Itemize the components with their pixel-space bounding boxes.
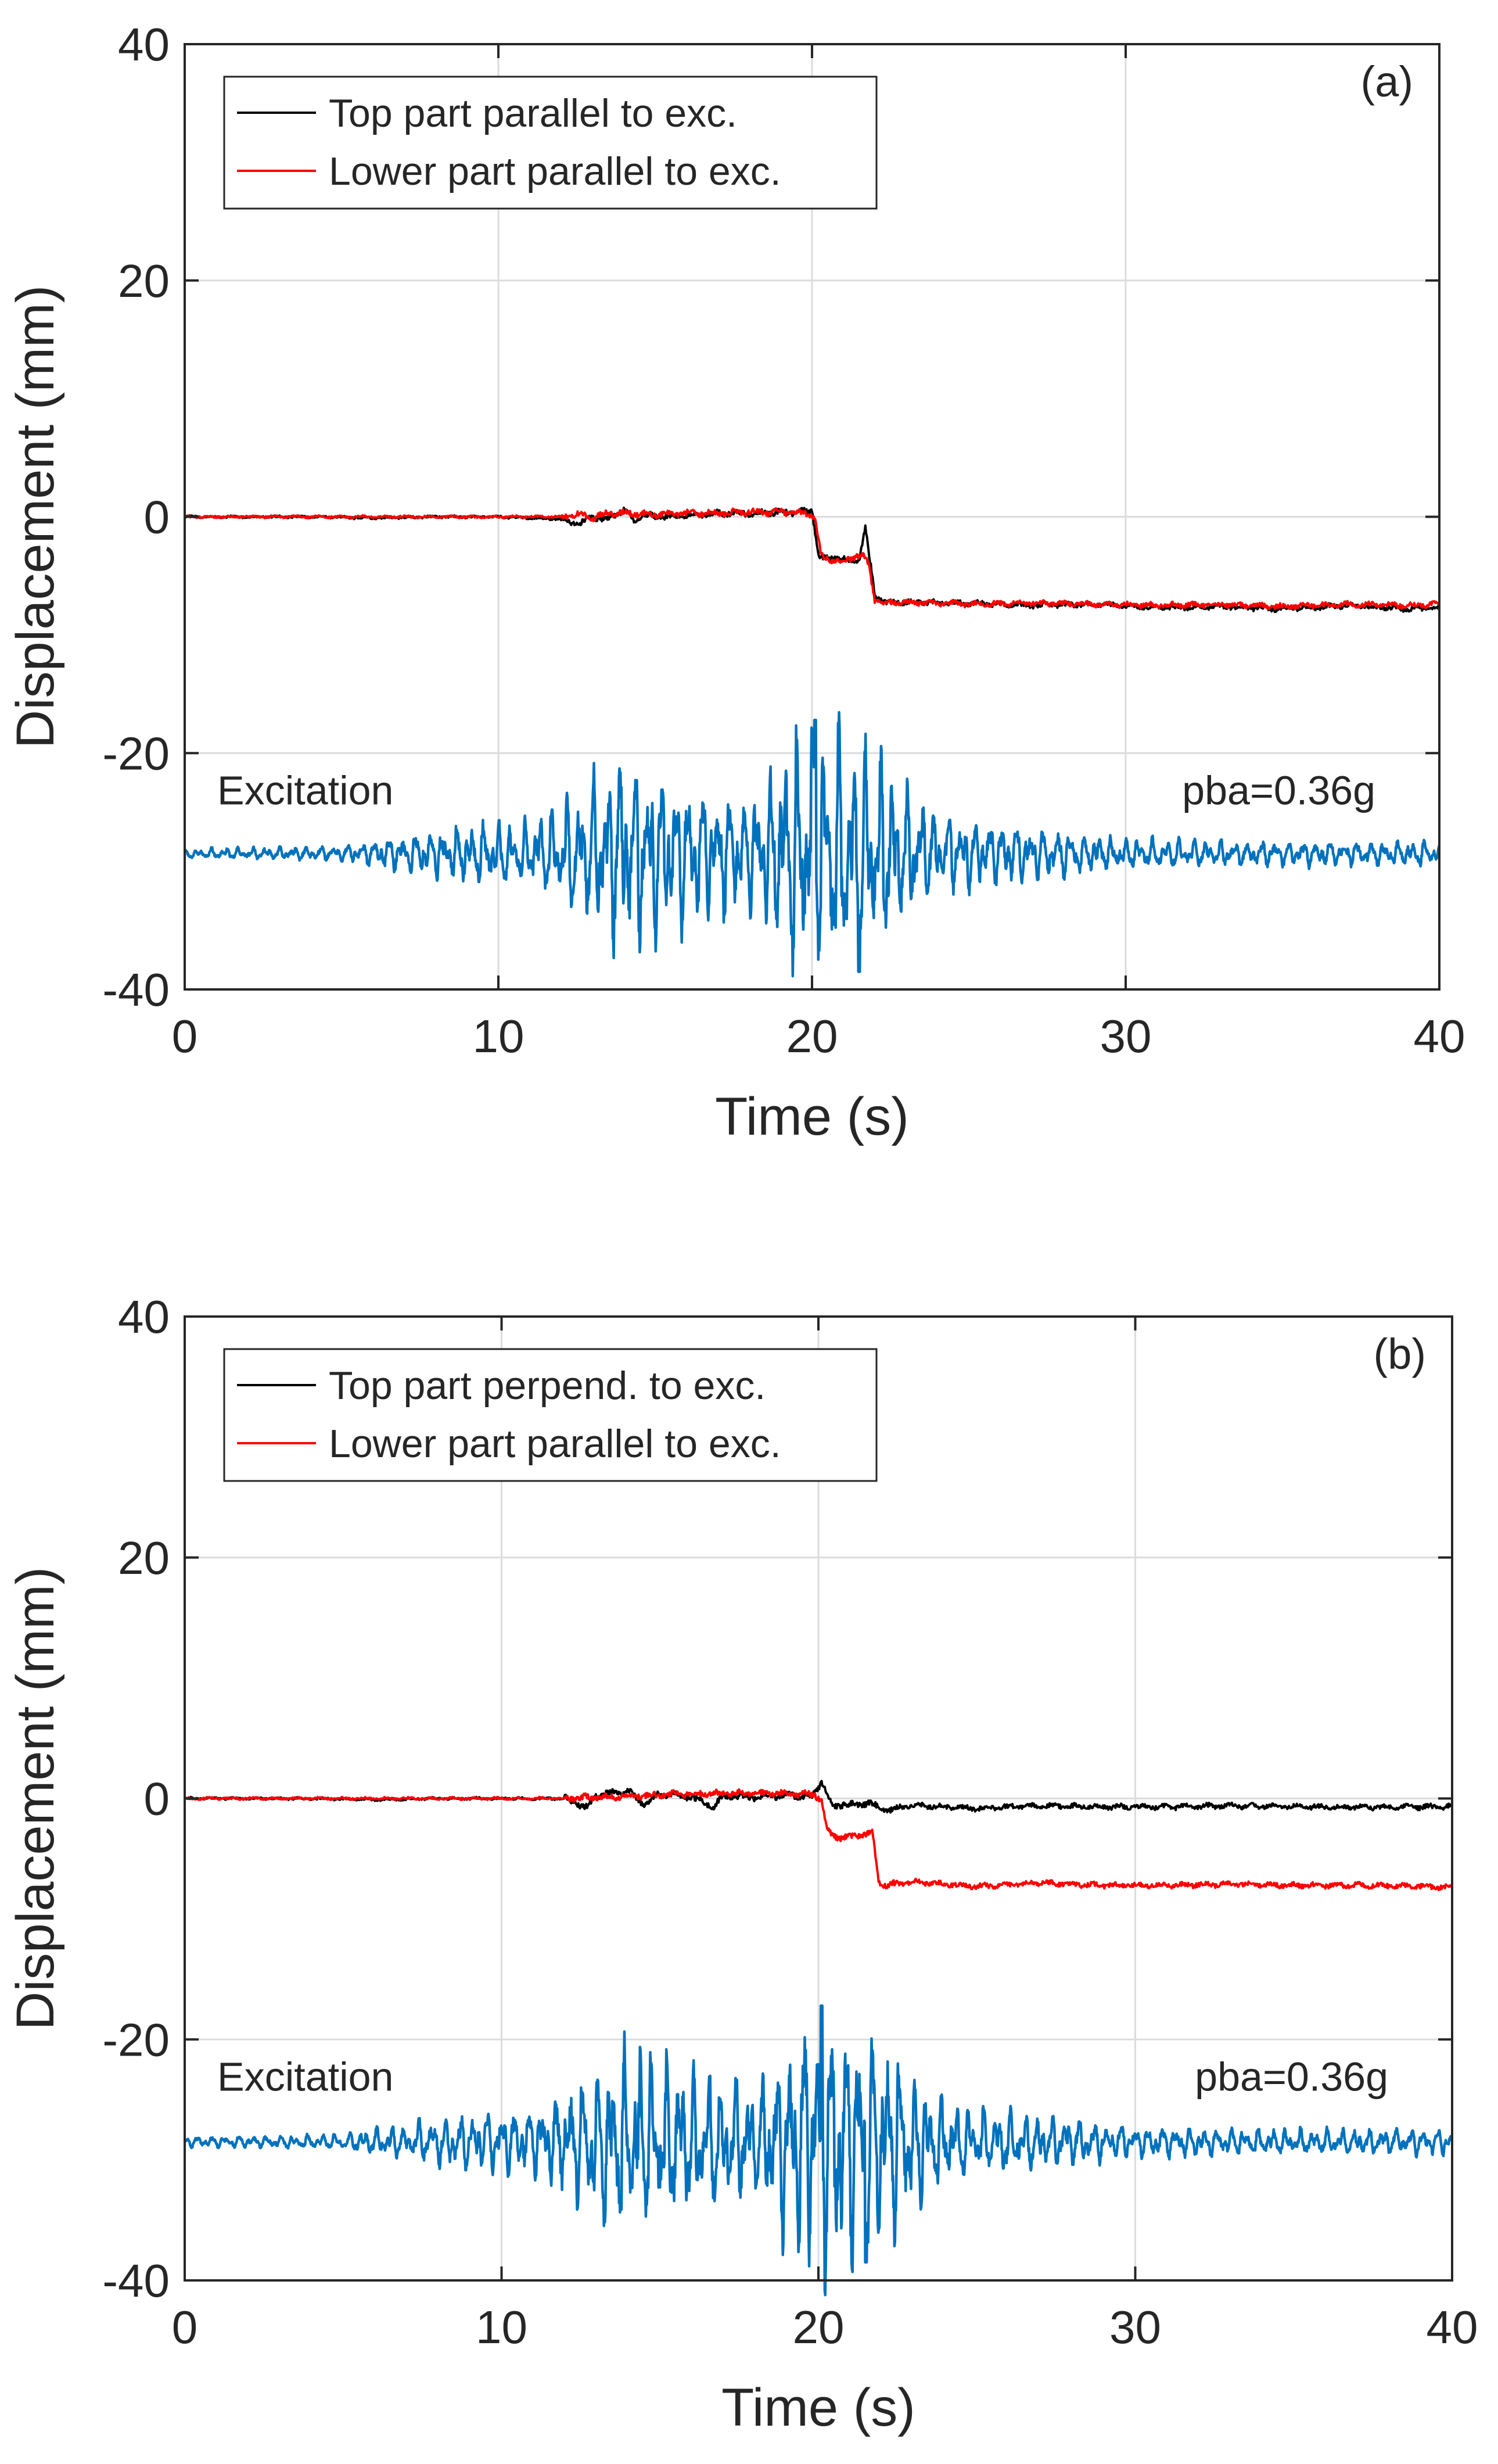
series-line-lower-a [184, 507, 1440, 611]
tick-labels-b: 0 10 20 30 40 -40 -20 0 20 40 [102, 1291, 1478, 2353]
x-tick-label-b-0: 0 [172, 2301, 198, 2353]
ticks-b [184, 1315, 1453, 2282]
series-b [184, 1780, 1453, 2297]
x-tick-label-a-2: 20 [786, 1010, 838, 1062]
legend-entry-top-a: Top part parallel to exc. [329, 91, 737, 135]
x-tick-label-b-2: 20 [793, 2301, 845, 2353]
pba-annotation-a: pba=0.36g [1182, 767, 1375, 813]
panel-label-a: (a) [1361, 58, 1413, 106]
pba-annotation-b: pba=0.36g [1195, 2054, 1388, 2099]
y-tick-label-a-3: 20 [118, 255, 170, 307]
x-tick-label-a-0: 0 [172, 1010, 198, 1062]
panel-b: 0 10 20 30 40 -40 -20 0 20 40 Time (s) Displaceme… [6, 1291, 1478, 2437]
legend-a: Top part parallel to exc. Lower part par… [223, 76, 878, 210]
x-tick-label-a-4: 40 [1414, 1010, 1465, 1062]
x-tick-label-b-3: 30 [1109, 2301, 1161, 2353]
legend-entry-lower-b: Lower part parallel to exc. [329, 1422, 781, 1466]
series-line-excitation-a [184, 711, 1441, 978]
x-tick-label-b-1: 10 [476, 2301, 527, 2353]
panel-a: 0 10 20 30 40 -40 -20 0 20 40 Time (s) Displaceme… [6, 19, 1465, 1146]
y-tick-label-a-4: 40 [118, 19, 170, 70]
y-tick-label-a-0: -40 [102, 964, 170, 1016]
series-line-lower-b [184, 1788, 1453, 1891]
x-axis-label-b: Time (s) [721, 2378, 915, 2437]
x-axis-label-a: Time (s) [715, 1087, 909, 1146]
legend-b: Top part perpend. to exc. Lower part par… [223, 1348, 878, 1482]
series-line-excitation-b [184, 2004, 1453, 2297]
legend-entry-top-b: Top part perpend. to exc. [329, 1364, 766, 1408]
y-tick-label-a-1: -20 [102, 727, 170, 779]
legend-box-a [223, 76, 878, 210]
legend-entry-lower-a: Lower part parallel to exc. [329, 149, 781, 193]
x-tick-label-b-4: 40 [1427, 2301, 1478, 2353]
y-tick-label-b-1: -20 [102, 2014, 170, 2065]
panel-label-b: (b) [1374, 1330, 1426, 1378]
y-tick-label-b-2: 0 [144, 1773, 170, 1825]
y-tick-label-b-3: 20 [118, 1532, 170, 1584]
series-a [184, 506, 1441, 978]
excitation-annotation-b: Excitation [217, 2054, 393, 2099]
y-axis-label-b: Displacement (mm) [6, 1567, 65, 2030]
ticks-a [184, 43, 1440, 991]
y-tick-label-b-0: -40 [102, 2255, 170, 2307]
x-tick-label-a-1: 10 [473, 1010, 525, 1062]
legend-box-b [223, 1348, 878, 1482]
x-tick-label-a-3: 30 [1100, 1010, 1152, 1062]
y-tick-label-a-2: 0 [144, 492, 170, 543]
excitation-annotation-a: Excitation [217, 767, 393, 813]
y-tick-label-b-4: 40 [118, 1291, 170, 1343]
tick-labels-a: 0 10 20 30 40 -40 -20 0 20 40 [102, 19, 1465, 1062]
y-axis-label-a: Displacement (mm) [6, 285, 65, 748]
